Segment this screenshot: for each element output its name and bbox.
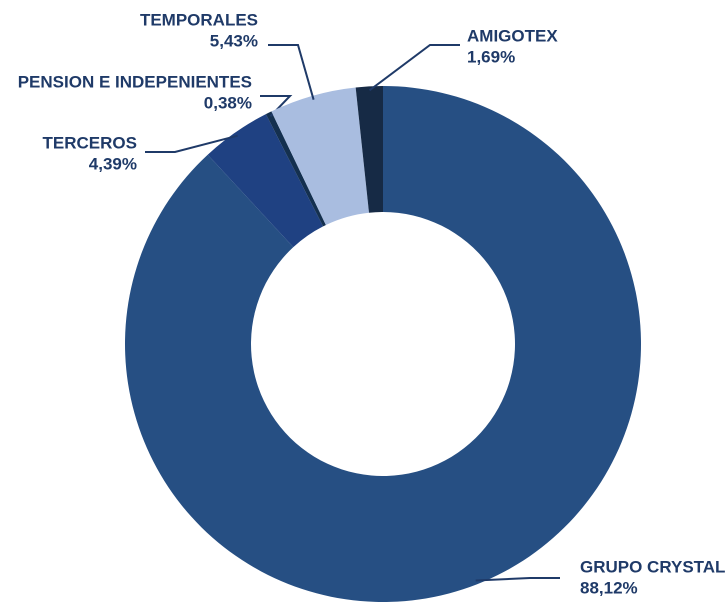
leader-line: [368, 44, 460, 92]
value-label: 0,38%: [204, 93, 252, 112]
donut-slice: [207, 114, 324, 248]
leader-line: [145, 134, 238, 153]
donut-slice: [265, 111, 326, 227]
category-label: AMIGOTEX: [467, 26, 558, 45]
leader-line: [268, 44, 315, 100]
category-label: TEMPORALES: [140, 10, 258, 29]
category-label: TERCEROS: [43, 133, 137, 152]
leader-line: [475, 577, 560, 582]
value-label: 88,12%: [580, 578, 638, 597]
value-label: 1,69%: [467, 47, 515, 66]
donut-slice: [271, 87, 370, 225]
donut-slice: [124, 86, 641, 602]
value-label: 4,39%: [89, 154, 137, 173]
category-label: GRUPO CRYSTAL: [580, 557, 725, 576]
category-label: PENSION E INDEPENIENTES: [18, 72, 252, 91]
donut-slice: [355, 86, 383, 213]
value-label: 5,43%: [210, 31, 258, 50]
